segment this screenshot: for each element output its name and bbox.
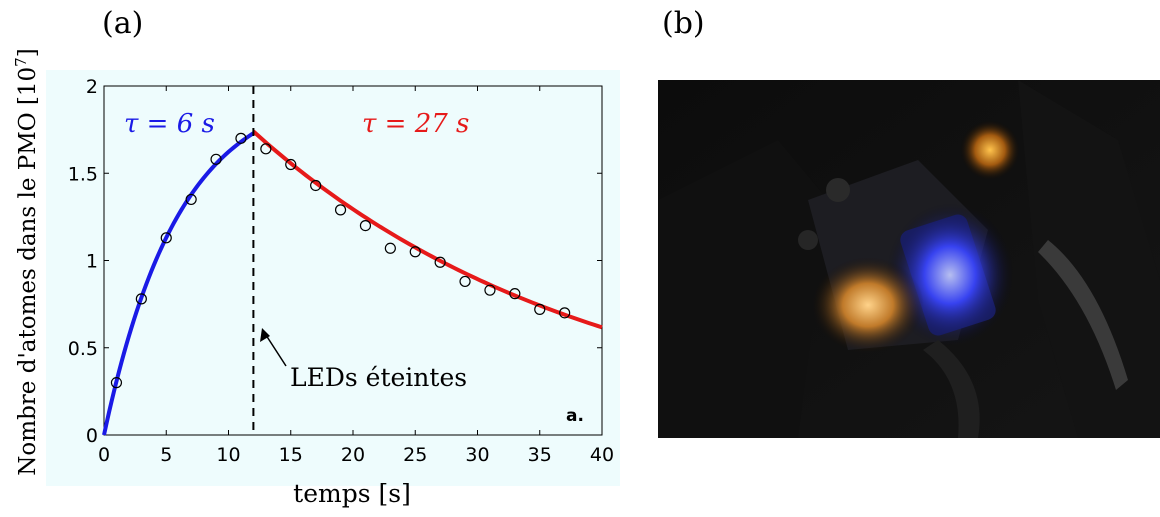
mot-photo-illustration [658, 80, 1160, 438]
data-point [409, 246, 421, 258]
data-point [235, 132, 247, 144]
data-point [310, 179, 322, 192]
fit-rise-curve [102, 131, 255, 436]
data-point [509, 288, 521, 300]
data-point [459, 275, 471, 288]
photo-metal-edge [1038, 240, 1128, 390]
tau-rise-label: τ = 6 s [124, 109, 215, 139]
y-tick-label: 2 [86, 76, 98, 98]
annotation-leds-off: LEDs éteintes [290, 363, 467, 392]
annotation-arrow [263, 331, 287, 367]
y-tick-label: 1.5 [68, 163, 98, 185]
data-point [334, 204, 347, 216]
data-point [160, 232, 172, 244]
data-point [359, 220, 372, 232]
x-tick-label: 30 [465, 444, 489, 466]
data-point [534, 303, 546, 315]
x-tick-label: 15 [279, 444, 303, 466]
photo-cable [923, 340, 980, 438]
tau-decay-label: τ = 27 s [362, 109, 469, 139]
y-axis-close-bracket: ] [15, 48, 41, 57]
x-tick-label: 35 [528, 444, 552, 466]
x-tick-label: 0 [98, 444, 110, 466]
y-axis-title: Nombre d'atomes dans le PMO [107] [12, 48, 41, 475]
mot-photo [658, 80, 1160, 438]
data-point [484, 284, 496, 296]
data-point [135, 293, 147, 305]
y-tick-label: 0 [86, 425, 98, 447]
data-point [210, 153, 222, 165]
data-point [110, 377, 123, 389]
panel-b-label: (b) [662, 6, 705, 41]
chart-background [46, 70, 620, 486]
y-tick-label: 0.5 [68, 338, 98, 360]
photo-bolt-1 [826, 178, 850, 202]
photo-orange-glow-top [960, 120, 1020, 180]
photo-orange-glow-left [812, 257, 924, 353]
x-tick-label: 5 [160, 444, 172, 466]
data-point [434, 256, 446, 268]
photo-bolt-2 [798, 230, 818, 250]
x-tick-label: 20 [341, 444, 365, 466]
data-point [559, 307, 571, 319]
x-tick-label: 10 [216, 444, 240, 466]
data-point [185, 193, 197, 206]
data-markers [110, 132, 571, 389]
photo-mount-right [1018, 80, 1160, 438]
panel-tag: a. [566, 406, 584, 426]
data-point [384, 242, 396, 254]
decay-chart: 0 5 10 15 20 25 30 35 40 0 0.5 1 1.5 2 τ = 6 s τ = 27… [12, 48, 620, 508]
x-tick-label: 40 [590, 444, 614, 466]
ticks: 0 5 10 15 20 25 30 35 40 0 0.5 1 1.5 2 [68, 76, 614, 466]
panel-a-label: (a) [102, 6, 144, 41]
y-tick-label: 1 [86, 251, 98, 273]
x-axis-title: temps [s] [293, 479, 411, 508]
annotation-arrowhead [260, 328, 270, 342]
data-point [260, 143, 272, 155]
y-axis-exponent: 7 [12, 57, 30, 67]
data-point [285, 158, 297, 171]
x-tick-label: 25 [403, 444, 427, 466]
photo-mount-left [658, 140, 828, 438]
